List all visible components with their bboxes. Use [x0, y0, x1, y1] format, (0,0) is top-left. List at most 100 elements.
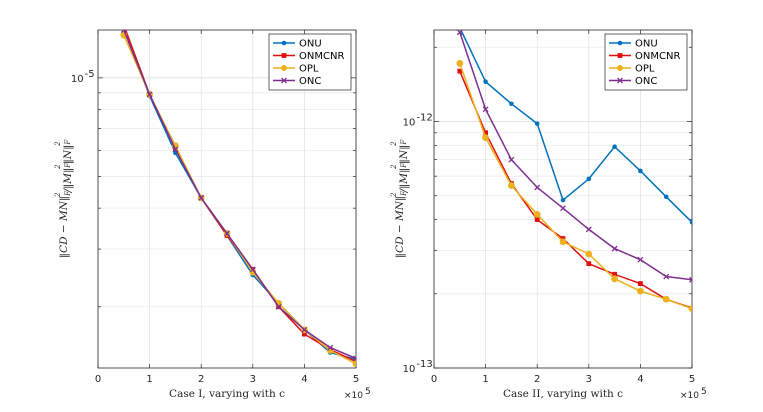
data-point: [662, 295, 670, 303]
series-line-opl: [459, 63, 692, 310]
data-point: [146, 91, 153, 98]
x-exponent-label: ×10: [680, 391, 699, 401]
legend-label: OPL: [299, 64, 319, 75]
legend-label: ONU: [299, 39, 322, 50]
data-point: [534, 121, 540, 126]
data-point: [663, 194, 669, 200]
series-line-onc: [459, 32, 692, 281]
data-point: [459, 30, 461, 31]
data-point: [302, 331, 307, 337]
legend-item-opl: OPL: [273, 64, 319, 75]
legend-label: OPL: [635, 64, 655, 75]
data-point: [483, 130, 488, 136]
data-point: [456, 30, 463, 36]
legend-marker: [617, 77, 623, 84]
data-point: [507, 182, 515, 189]
data-point: [121, 23, 126, 28]
legend-label: ONC: [635, 76, 657, 87]
x-exponent-power: 5: [365, 387, 371, 397]
x-exponent-label: ×10: [344, 391, 363, 401]
x-tick-label: 1: [482, 374, 488, 385]
data-point: [585, 226, 592, 233]
legend-marker: [281, 65, 287, 71]
data-point: [198, 194, 205, 201]
y-tick-exponent: -5: [85, 69, 95, 80]
data-point: [301, 326, 308, 333]
x-tick-label: 1: [146, 374, 152, 385]
axes-box: [433, 29, 693, 369]
data-point: [457, 68, 463, 74]
data-point: [611, 245, 618, 252]
x-exponent-power: 5: [701, 387, 707, 397]
data-point: [689, 219, 692, 225]
data-point: [224, 230, 230, 237]
data-point: [533, 210, 541, 218]
data-point: [327, 344, 334, 351]
x-axis-label: Case I, varying with c: [169, 388, 285, 400]
data-point: [586, 261, 592, 267]
data-point: [275, 303, 282, 310]
data-point: [483, 79, 488, 84]
series-line-onmcnr: [459, 70, 692, 309]
x-tick-label: 2: [198, 374, 204, 385]
legend-marker: [281, 77, 287, 84]
data-point: [249, 266, 256, 273]
y-tick-label: 10: [403, 117, 416, 128]
data-point: [638, 168, 643, 174]
y-tick-exponent: -13: [416, 359, 432, 370]
x-tick-label: 4: [301, 374, 307, 385]
y-axis-label: ‖CD − MN‖F2/‖M‖F2‖N‖F2: [54, 139, 75, 259]
series-opl: [456, 60, 692, 313]
data-point: [560, 197, 566, 203]
data-point: [611, 275, 618, 283]
series-onc: [456, 30, 692, 283]
data-point: [586, 176, 592, 182]
y-tick-label: 10: [403, 364, 416, 375]
y-tick-label: 10: [71, 74, 84, 85]
x-tick-label: 3: [586, 374, 592, 385]
legend-marker: [281, 40, 287, 46]
data-point: [559, 238, 567, 246]
data-point: [534, 217, 540, 222]
x-tick-label: 5: [689, 374, 695, 385]
legend-label: ONMCNR: [635, 51, 680, 62]
legend-item-onu: ONU: [273, 39, 322, 50]
x-tick-label: 2: [534, 374, 540, 385]
legend-marker: [281, 53, 287, 58]
data-point: [508, 156, 515, 163]
data-point: [688, 305, 692, 313]
data-point: [456, 60, 464, 67]
legend-item-onmcnr: ONMCNR: [273, 51, 344, 62]
data-point: [585, 250, 593, 258]
legend-marker: [617, 65, 623, 71]
series-onc: [120, 30, 356, 362]
series-line-onu: [460, 30, 692, 223]
x-tick-label: 3: [250, 374, 256, 385]
legend-item-onu: ONU: [609, 39, 658, 50]
x-axis-label: Case II, varying with c: [503, 388, 623, 400]
x-tick-label: 5: [353, 374, 359, 385]
legend-label: ONC: [299, 76, 321, 87]
x-tick-label: 4: [637, 374, 643, 385]
data-point: [638, 281, 643, 286]
data-point: [663, 273, 670, 280]
data-point: [122, 30, 125, 31]
data-point: [482, 134, 490, 142]
legend-item-onmcnr: ONMCNR: [609, 51, 680, 62]
legend-item-onc: ONC: [273, 76, 321, 87]
y-tick-exponent: -12: [416, 112, 432, 123]
data-point: [637, 287, 644, 295]
data-point: [353, 355, 356, 362]
data-point: [482, 106, 489, 113]
series-line-onc: [123, 30, 356, 360]
data-point: [509, 101, 514, 107]
axes-box: [97, 29, 357, 369]
data-point: [689, 276, 692, 283]
data-point: [172, 146, 179, 153]
data-point: [637, 256, 644, 263]
legend-item-onc: ONC: [609, 76, 657, 87]
data-point: [612, 271, 617, 277]
